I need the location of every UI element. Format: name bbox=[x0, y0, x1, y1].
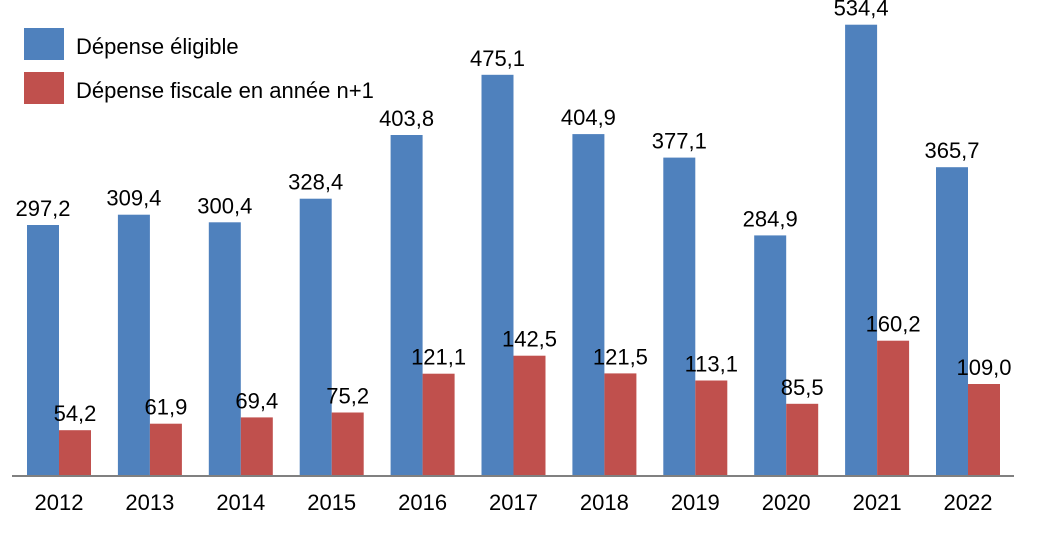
bar-depense-eligible-2019 bbox=[663, 157, 696, 476]
bar-depense-fiscale-2018 bbox=[604, 373, 637, 476]
x-tick-2015: 2015 bbox=[307, 490, 356, 515]
bar-depense-fiscale-2014 bbox=[240, 417, 273, 476]
label-depense-eligible-2014: 300,4 bbox=[197, 193, 252, 218]
bar-depense-eligible-2018 bbox=[572, 134, 605, 476]
label-depense-fiscale-2013: 61,9 bbox=[144, 395, 187, 420]
bar-depense-fiscale-2022 bbox=[968, 384, 1000, 476]
x-tick-2020: 2020 bbox=[762, 490, 811, 515]
label-depense-eligible-2021: 534,4 bbox=[834, 0, 889, 21]
bar-depense-fiscale-2021 bbox=[877, 340, 910, 476]
x-tick-2012: 2012 bbox=[35, 490, 84, 515]
label-depense-eligible-2019: 377,1 bbox=[652, 129, 707, 154]
label-depense-fiscale-2012: 54,2 bbox=[54, 401, 97, 426]
x-tick-2021: 2021 bbox=[853, 490, 902, 515]
bar-depense-fiscale-2012 bbox=[59, 430, 91, 476]
x-tick-2022: 2022 bbox=[944, 490, 993, 515]
bar-depense-eligible-2012 bbox=[27, 225, 59, 476]
legend: Dépense éligible Dépense fiscale en anné… bbox=[24, 28, 374, 104]
x-tick-2016: 2016 bbox=[398, 490, 447, 515]
label-depense-fiscale-2020: 85,5 bbox=[781, 375, 824, 400]
bar-depense-eligible-2013 bbox=[117, 214, 150, 476]
x-tick-2014: 2014 bbox=[216, 490, 265, 515]
bar-depense-fiscale-2016 bbox=[422, 373, 455, 476]
legend-label-depense-eligible: Dépense éligible bbox=[76, 34, 239, 59]
bar-depense-fiscale-2019 bbox=[695, 380, 728, 476]
bar-depense-eligible-2022 bbox=[936, 167, 968, 476]
label-depense-fiscale-2019: 113,1 bbox=[685, 352, 738, 377]
bar-depense-fiscale-2020 bbox=[786, 403, 819, 476]
label-depense-fiscale-2016: 121,1 bbox=[411, 345, 466, 370]
label-depense-eligible-2018: 404,9 bbox=[561, 105, 616, 130]
bar-depense-fiscale-2013 bbox=[149, 423, 182, 476]
bar-depense-eligible-2014 bbox=[208, 222, 241, 476]
legend-swatch-depense-eligible bbox=[24, 28, 64, 60]
label-depense-fiscale-2018: 121,5 bbox=[593, 344, 648, 369]
label-depense-eligible-2015: 328,4 bbox=[288, 170, 343, 195]
label-depense-eligible-2016: 403,8 bbox=[379, 106, 434, 131]
label-depense-eligible-2013: 309,4 bbox=[106, 186, 161, 211]
label-depense-eligible-2022: 365,7 bbox=[924, 138, 979, 163]
label-depense-eligible-2017: 475,1 bbox=[470, 46, 525, 71]
label-depense-fiscale-2015: 75,2 bbox=[326, 384, 369, 409]
label-depense-fiscale-2017: 142,5 bbox=[502, 327, 557, 352]
bar-depense-fiscale-2015 bbox=[331, 412, 364, 476]
label-depense-fiscale-2014: 69,4 bbox=[235, 388, 278, 413]
bar-depense-eligible-2017 bbox=[481, 74, 514, 477]
x-axis-ticks: 2012 2013 2014 2015 2016 2017 2018 2019 2020 2021… bbox=[35, 490, 993, 515]
bar-depense-eligible-2016 bbox=[390, 135, 423, 476]
legend-label-depense-fiscale: Dépense fiscale en année n+1 bbox=[76, 78, 374, 103]
bar-depense-fiscale-2017 bbox=[513, 355, 546, 476]
bar-depense-eligible-2015 bbox=[299, 198, 332, 476]
x-tick-2017: 2017 bbox=[489, 490, 538, 515]
x-tick-2013: 2013 bbox=[125, 490, 174, 515]
label-depense-eligible-2012: 297,2 bbox=[15, 196, 70, 221]
legend-swatch-depense-fiscale bbox=[24, 72, 64, 104]
value-labels: 297,2 54,2 309,4 61,9 300,4 69,4 328,4 75,2 403,… bbox=[15, 0, 1011, 426]
bar-depense-eligible-2020 bbox=[754, 235, 787, 476]
bar-depense-eligible-2021 bbox=[845, 24, 878, 476]
label-depense-eligible-2020: 284,9 bbox=[743, 206, 798, 231]
bars bbox=[27, 24, 1000, 477]
x-tick-2019: 2019 bbox=[671, 490, 720, 515]
x-tick-2018: 2018 bbox=[580, 490, 629, 515]
label-depense-fiscale-2021: 160,2 bbox=[866, 312, 921, 337]
label-depense-fiscale-2022: 109,0 bbox=[956, 355, 1011, 380]
